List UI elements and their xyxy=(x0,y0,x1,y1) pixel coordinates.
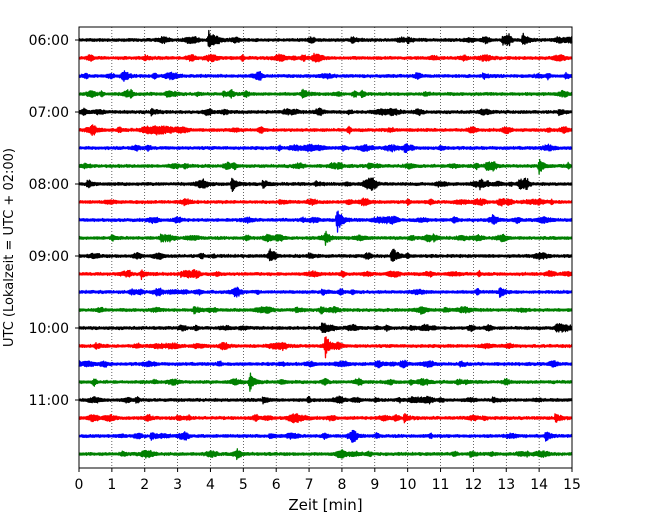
trace-0800 xyxy=(78,177,573,193)
y-tick-label: 08:00 xyxy=(29,177,69,193)
trace-0700 xyxy=(78,107,573,117)
x-tick-label: 8 xyxy=(337,477,346,493)
x-tick-label: 12 xyxy=(464,477,482,493)
trace-1115 xyxy=(78,412,573,424)
x-tick-label: 4 xyxy=(206,477,215,493)
trace-0845 xyxy=(78,230,573,246)
trace-0930 xyxy=(78,286,573,298)
trace-0830 xyxy=(78,210,573,233)
x-tick-label: 0 xyxy=(75,477,84,493)
trace-0600 xyxy=(78,29,573,48)
y-axis-ticks: 06:00 07:00 08:00 09:00 10:00 11:00 xyxy=(29,33,79,409)
x-tick-label: 11 xyxy=(432,477,450,493)
y-tick-label: 09:00 xyxy=(29,249,69,265)
trace-0630 xyxy=(78,70,573,82)
x-axis-ticks: 0 1 2 3 4 5 6 7 8 9 10 11 12 13 14 15 xyxy=(75,468,581,493)
trace-0730 xyxy=(78,143,573,154)
trace-1145 xyxy=(78,448,573,461)
x-tick-label: 15 xyxy=(563,477,581,493)
trace-0900 xyxy=(78,248,573,262)
y-axis-label: UTC (Lokalzeit = UTC + 02:00) xyxy=(2,148,17,347)
plot-area xyxy=(79,27,572,468)
trace-1000 xyxy=(78,322,573,334)
trace-0715 xyxy=(78,124,573,137)
x-tick-label: 7 xyxy=(305,477,314,493)
x-tick-label: 9 xyxy=(370,477,379,493)
trace-1030 xyxy=(78,359,573,369)
x-tick-label: 5 xyxy=(239,477,248,493)
y-tick-label: 10:00 xyxy=(29,321,69,337)
trace-0615 xyxy=(78,52,573,63)
trace-0745 xyxy=(78,158,573,175)
trace-0645 xyxy=(78,88,573,99)
trace-1045 xyxy=(78,372,573,392)
trace-1130 xyxy=(78,429,573,443)
x-tick-label: 13 xyxy=(497,477,515,493)
x-tick-label: 2 xyxy=(140,477,149,493)
x-tick-label: 10 xyxy=(399,477,417,493)
x-tick-label: 3 xyxy=(173,477,182,493)
trace-1015 xyxy=(78,336,573,359)
x-tick-label: 1 xyxy=(107,477,116,493)
seismic-traces xyxy=(78,29,573,461)
plot-frame xyxy=(78,26,573,469)
x-tick-label: 6 xyxy=(272,477,281,493)
x-axis-label: Zeit [min] xyxy=(288,496,362,514)
y-tick-label: 07:00 xyxy=(29,105,69,121)
y-tick-label: 06:00 xyxy=(29,33,69,49)
trace-0945 xyxy=(78,306,573,315)
trace-1100 xyxy=(78,395,573,405)
trace-0815 xyxy=(78,197,573,207)
y-tick-label: 11:00 xyxy=(29,393,69,409)
trace-0915 xyxy=(78,269,573,281)
x-tick-label: 14 xyxy=(530,477,548,493)
